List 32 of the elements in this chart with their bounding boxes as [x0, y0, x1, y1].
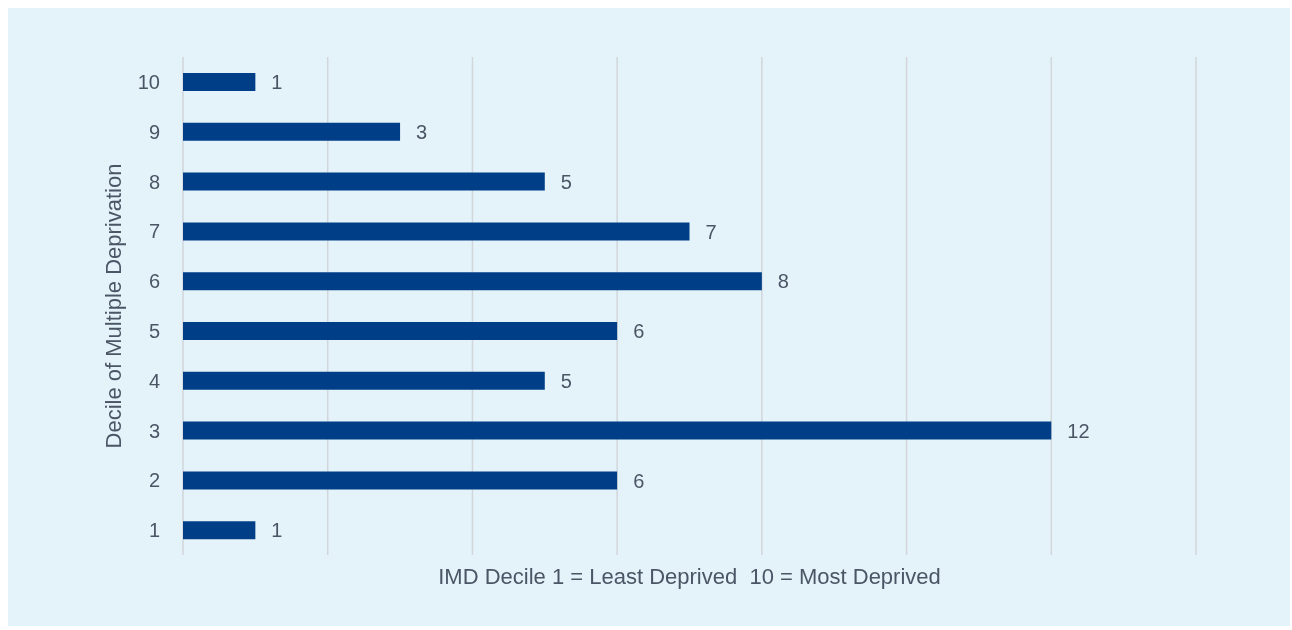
data-label: 5	[560, 369, 572, 392]
bar	[183, 471, 618, 490]
data-label: 1	[271, 71, 283, 94]
data-label: 3	[416, 120, 428, 143]
bar	[183, 122, 401, 141]
bar	[183, 421, 1052, 440]
data-label: 7	[705, 220, 717, 243]
y-tick-label: 10	[137, 71, 160, 93]
data-label: 12	[1067, 419, 1090, 442]
bar	[183, 222, 690, 241]
bar	[183, 371, 545, 390]
y-tick-label: 8	[148, 170, 160, 193]
y-tick-label: 4	[148, 369, 160, 392]
data-label: 6	[633, 320, 645, 343]
y-tick-label: 7	[148, 220, 160, 243]
data-label: 8	[777, 270, 789, 293]
bar	[183, 73, 256, 91]
y-tick-label: 2	[148, 469, 160, 492]
bar	[183, 172, 545, 191]
x-axis-title: IMD Decile 1 = Least Deprived 10 = Most Deprived	[438, 564, 941, 589]
data-label: 5	[560, 170, 572, 193]
y-tick-label: 5	[148, 320, 160, 342]
y-axis-title: Decile of Multiple Deprivation	[100, 163, 126, 449]
y-tick-label: 1	[148, 519, 160, 542]
bar	[183, 272, 762, 291]
data-label: 6	[633, 469, 645, 492]
y-tick-label: 6	[148, 270, 160, 293]
bar	[183, 322, 618, 340]
data-label: 1	[271, 519, 283, 542]
bar	[183, 521, 256, 540]
y-tick-label: 3	[148, 419, 160, 442]
y-tick-label: 9	[148, 120, 160, 143]
